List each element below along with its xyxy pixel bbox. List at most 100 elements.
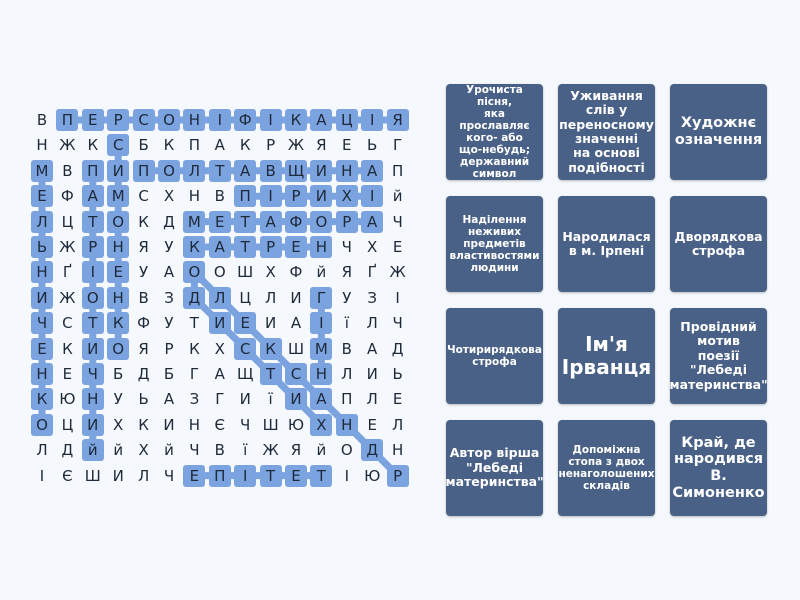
grid-cell[interactable]: ї: [344, 314, 349, 333]
clue-card[interactable]: Дворядкова строфа: [670, 196, 767, 292]
grid-cell[interactable]: Ц: [61, 212, 74, 231]
grid-cell[interactable]: Е: [367, 415, 377, 434]
grid-cell-found[interactable]: І: [310, 312, 333, 335]
grid-cell[interactable]: Я: [316, 136, 327, 155]
grid-cell[interactable]: Ж: [59, 288, 76, 307]
grid-cell-found[interactable]: Щ: [285, 159, 307, 182]
grid-cell[interactable]: Ж: [287, 136, 305, 155]
grid-cell-found[interactable]: Г: [310, 286, 333, 309]
grid-cell-found[interactable]: Ф: [234, 109, 257, 131]
grid-cell-found[interactable]: Л: [183, 159, 206, 182]
grid-cell[interactable]: й: [113, 441, 124, 460]
grid-cell[interactable]: Л: [36, 441, 48, 460]
grid-cell[interactable]: Н: [391, 441, 404, 460]
grid-cell-found[interactable]: Т: [310, 464, 333, 487]
grid-cell[interactable]: Ц: [239, 288, 252, 307]
grid-cell[interactable]: Я: [341, 263, 353, 282]
grid-cell[interactable]: Е: [342, 136, 352, 155]
grid-cell-found[interactable]: Е: [285, 464, 307, 487]
grid-cell[interactable]: А: [214, 365, 225, 383]
grid-cell[interactable]: Ш: [84, 466, 101, 485]
grid-cell[interactable]: Л: [366, 390, 378, 409]
grid-cell-found[interactable]: І: [361, 109, 384, 131]
grid-cell[interactable]: Х: [138, 441, 149, 460]
grid-cell[interactable]: И: [112, 466, 124, 485]
grid-cell-found[interactable]: А: [310, 109, 333, 131]
grid-cell-found[interactable]: Н: [335, 159, 358, 182]
clue-card[interactable]: Урочиста пісня, яка прославляє кого- або…: [446, 84, 543, 180]
grid-cell[interactable]: У: [139, 263, 149, 282]
grid-cell-found[interactable]: С: [132, 109, 155, 131]
grid-cell[interactable]: І: [344, 466, 350, 485]
grid-cell[interactable]: ї: [268, 390, 273, 409]
grid-cell-found[interactable]: Х: [310, 413, 333, 436]
grid-cell-found[interactable]: Н: [310, 363, 333, 385]
grid-cell[interactable]: Ж: [59, 136, 76, 155]
grid-cell-found[interactable]: К: [31, 388, 53, 411]
grid-cell-found[interactable]: Р: [285, 185, 307, 208]
grid-cell[interactable]: Б: [138, 136, 149, 155]
grid-cell[interactable]: Ч: [392, 314, 403, 333]
grid-cell[interactable]: И: [290, 288, 302, 307]
grid-cell[interactable]: ї: [243, 441, 248, 460]
grid-cell-found[interactable]: П: [208, 464, 231, 487]
grid-cell[interactable]: Ч: [240, 415, 251, 434]
grid-cell[interactable]: В: [214, 441, 225, 460]
grid-cell[interactable]: й: [392, 187, 403, 206]
grid-cell[interactable]: И: [264, 314, 277, 333]
grid-cell[interactable]: Х: [163, 187, 175, 206]
grid-cell[interactable]: К: [189, 339, 200, 358]
grid-cell-found[interactable]: Т: [81, 312, 104, 335]
grid-cell-found[interactable]: Ч: [81, 363, 104, 385]
grid-cell-found[interactable]: А: [81, 185, 104, 208]
grid-cell[interactable]: Д: [137, 365, 150, 383]
clue-card[interactable]: Провідний мотив поезії "Лебеді материнст…: [669, 308, 768, 404]
grid-cell-found[interactable]: А: [259, 210, 282, 233]
grid-cell[interactable]: С: [138, 187, 149, 206]
clue-card[interactable]: Чотирирядкова строфа: [446, 308, 543, 404]
grid-cell-found[interactable]: М: [31, 159, 53, 182]
grid-cell-found[interactable]: А: [310, 388, 333, 411]
grid-cell-found[interactable]: Е: [285, 236, 307, 258]
grid-cell-found[interactable]: И: [81, 337, 104, 360]
grid-cell[interactable]: Я: [138, 339, 149, 358]
grid-cell[interactable]: Я: [138, 238, 149, 256]
grid-cell[interactable]: Н: [36, 136, 48, 155]
grid-cell[interactable]: Н: [188, 187, 201, 206]
grid-cell[interactable]: О: [213, 263, 226, 282]
grid-cell-found[interactable]: Н: [310, 236, 333, 258]
grid-cell-found[interactable]: Д: [361, 439, 384, 462]
grid-cell-found[interactable]: М: [310, 337, 333, 360]
grid-cell-found[interactable]: Е: [234, 312, 257, 335]
grid-cell[interactable]: Р: [266, 136, 276, 155]
grid-cell[interactable]: І: [395, 288, 400, 307]
grid-cell[interactable]: Д: [163, 212, 175, 231]
grid-cell-found[interactable]: К: [107, 312, 130, 335]
grid-cell-found[interactable]: Х: [335, 185, 358, 208]
grid-cell[interactable]: В: [36, 111, 48, 129]
grid-cell[interactable]: Є: [214, 415, 226, 434]
grid-cell[interactable]: Ж: [262, 441, 279, 460]
grid-cell-found[interactable]: Е: [81, 109, 104, 131]
clue-card[interactable]: Художнє означення: [670, 84, 767, 180]
grid-cell[interactable]: й: [316, 263, 327, 282]
grid-cell-found[interactable]: Е: [208, 210, 231, 233]
grid-cell-found[interactable]: Л: [31, 210, 53, 233]
grid-cell-found[interactable]: М: [183, 210, 206, 233]
grid-cell-found[interactable]: И: [208, 312, 231, 335]
grid-cell[interactable]: Ф: [289, 263, 303, 282]
grid-cell[interactable]: З: [367, 288, 377, 307]
grid-cell[interactable]: Л: [137, 466, 150, 485]
grid-cell[interactable]: Ю: [287, 415, 305, 434]
grid-cell[interactable]: Ґ: [367, 263, 377, 282]
grid-cell[interactable]: И: [239, 390, 251, 409]
grid-cell-found[interactable]: І: [259, 109, 282, 131]
grid-cell[interactable]: К: [239, 136, 251, 155]
grid-cell-found[interactable]: Ь: [31, 236, 53, 258]
grid-cell[interactable]: А: [367, 339, 378, 358]
grid-cell-found[interactable]: С: [234, 337, 257, 360]
grid-cell[interactable]: Ю: [59, 390, 76, 409]
grid-cell[interactable]: Л: [391, 415, 404, 434]
grid-cell-found[interactable]: Р: [335, 210, 358, 233]
grid-cell[interactable]: Е: [62, 365, 73, 383]
